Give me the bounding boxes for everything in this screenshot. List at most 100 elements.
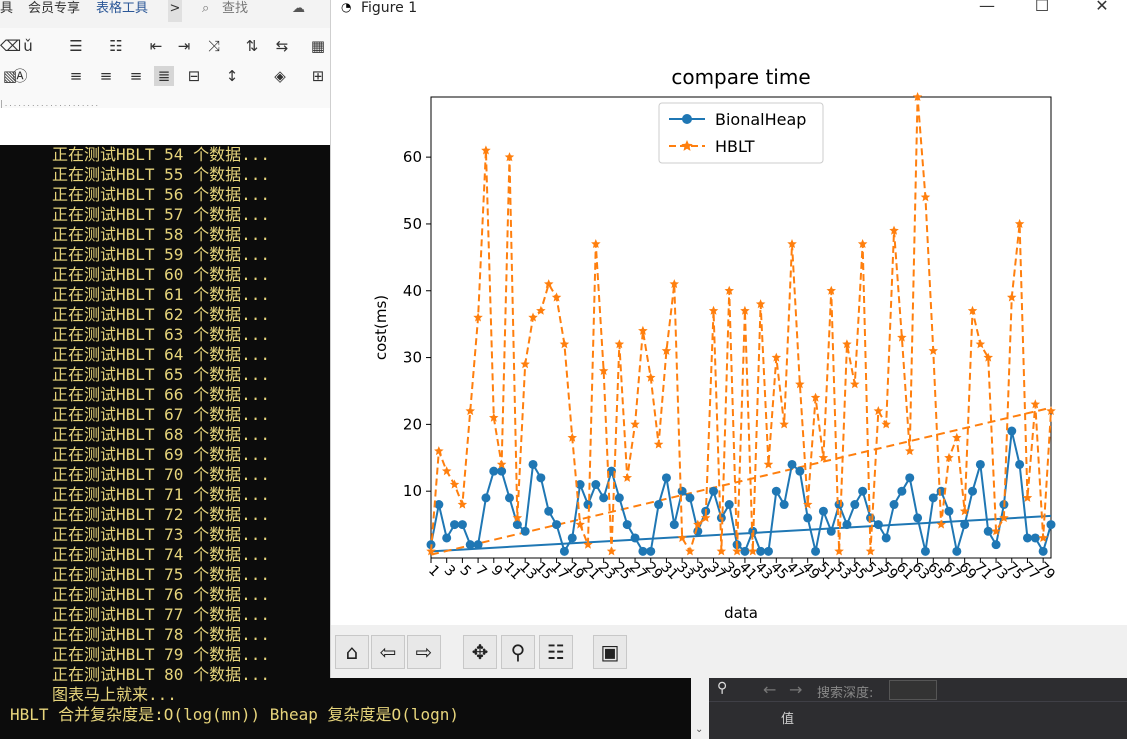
menu-tools[interactable]: 具 [0,1,14,16]
console-line: 正在测试HBLT 77 个数据... [52,605,270,624]
data-point-BionalHeap [913,513,923,523]
data-point-HBLT [748,546,758,556]
data-point-HBLT [661,345,672,355]
console-line: 正在测试HBLT 58 个数据... [52,225,270,244]
data-point-BionalHeap [512,520,522,530]
distribute-icon[interactable]: ⊟ [187,67,201,85]
data-point-HBLT [669,279,679,289]
data-point-HBLT [755,299,766,309]
justify-icon[interactable]: ≣ [154,66,174,86]
numbered-list-icon[interactable]: ☷ [109,37,123,55]
data-point-HBLT [983,352,993,362]
data-point-BionalHeap [944,506,954,516]
data-point-BionalHeap [842,520,852,530]
data-point-HBLT [779,419,789,429]
legend-marker-HBLT [681,140,693,151]
line-spacing-icon[interactable]: ↕ [225,67,239,85]
align-left-icon[interactable]: ≡ [69,67,83,85]
console-summary: HBLT 合并复杂度是:O(log(mn)) Bheap 复杂度是O(logn) [10,705,459,724]
text-direction-icon[interactable]: ⤨ [207,37,220,55]
data-point-HBLT [771,352,782,362]
fill-color-icon[interactable]: ◈ [274,67,286,85]
data-point-BionalHeap [528,459,538,469]
cloud-icon[interactable]: ☁ [292,1,305,16]
outdent-icon[interactable]: ⇤ [149,37,163,55]
back-icon[interactable]: ← [763,680,777,699]
back-icon[interactable]: ⇦ [371,635,405,669]
data-point-HBLT [975,339,986,349]
data-point-BionalHeap [457,520,467,530]
data-point-BionalHeap [716,513,726,523]
phonetic-icon[interactable]: ǔ [23,37,33,55]
search-depth-select[interactable] [889,680,937,700]
align-center-icon[interactable]: ≡ [99,67,113,85]
zoom-icon[interactable]: ⚲ [501,635,535,669]
table-icon[interactable]: ▦ [310,37,326,55]
char-border-icon[interactable]: Ⓐ [12,67,28,85]
data-point-HBLT [489,412,499,422]
y-tick-label: 30 [403,349,422,367]
x-tick-label: 1 [425,562,443,580]
data-point-HBLT [826,285,836,295]
menu-vip[interactable]: 会员专享 [28,1,81,16]
data-point-HBLT [944,452,954,462]
close-icon[interactable]: ✕ [1095,0,1109,15]
y-axis-label: cost(ms) [372,295,390,360]
data-point-BionalHeap [826,526,836,536]
console-line: 正在测试HBLT 72 个数据... [52,505,270,524]
data-point-HBLT [928,345,938,355]
data-point-HBLT [606,546,617,556]
console-line: 正在测试HBLT 73 个数据... [52,525,270,544]
search-icon[interactable]: ⌕ [202,1,210,16]
data-point-HBLT [512,512,523,522]
data-point-BionalHeap [567,533,577,543]
console-line: 正在测试HBLT 80 个数据... [52,665,270,684]
data-point-BionalHeap [661,473,671,483]
word-toolbar: ⌫ ǔ ☰ ☷ ⇤ ⇥ ⤨ ⇅ ⇆ ▦ ▧ Ⓐ ≡ ≡ ≡ ≣ ⊟ ↕ ◈ ⊞ [0,28,330,108]
sort-icon[interactable]: ⇅ [245,37,259,55]
figure-window: ◔ Figure 1 — ☐ ✕ compare time data cost(ms… [330,0,1127,678]
align-right-icon[interactable]: ≡ [129,67,143,85]
scroll-down-icon[interactable]: ⌄ [695,724,704,735]
configure-icon[interactable]: ☷ [539,635,573,669]
data-point-HBLT [551,292,562,302]
data-point-HBLT [693,519,703,529]
data-point-BionalHeap [552,520,562,530]
bullet-list-icon[interactable]: ☰ [69,37,83,55]
data-point-HBLT [842,339,852,349]
pan-icon[interactable]: ✥ [463,635,497,669]
search-icon[interactable]: ⚲ [717,680,728,696]
home-icon[interactable]: ⌂ [335,635,369,669]
data-point-BionalHeap [654,500,664,510]
borders-icon[interactable]: ⊞ [311,67,325,85]
data-point-BionalHeap [465,540,475,550]
console-scrollbar[interactable]: ⌄ [691,678,709,739]
forward-icon[interactable]: ⇨ [407,635,441,669]
data-point-HBLT [857,239,868,248]
data-point-HBLT [865,546,876,556]
x-tick-label: 5 [456,562,474,580]
char-shading-icon[interactable]: ▧ [2,67,18,85]
menu-search[interactable]: 查找 [222,1,249,16]
data-point-HBLT [426,546,436,556]
indent-icon[interactable]: ⇥ [177,37,191,55]
save-icon[interactable]: ▣ [593,635,627,669]
forward-icon[interactable]: → [789,680,803,699]
console-line: 正在测试HBLT 60 个数据... [52,265,270,284]
y-tick-label: 60 [403,148,422,166]
data-point-HBLT [1014,218,1025,228]
data-point-BionalHeap [803,513,813,523]
minimize-icon[interactable]: — [979,0,995,15]
menu-table-tools[interactable]: 表格工具 [96,1,149,16]
data-point-HBLT [1038,533,1048,542]
search-depth-label: 搜索深度: [817,686,874,701]
eraser-icon[interactable]: ⌫ [0,37,22,55]
data-point-HBLT [496,459,507,469]
data-point-BionalHeap [1007,426,1017,436]
paragraph-icon[interactable]: ⇆ [275,37,289,55]
data-point-HBLT [716,546,727,556]
menu-more[interactable]: > [168,0,182,22]
maximize-icon[interactable]: ☐ [1034,0,1050,15]
legend-marker-BionalHeap [682,114,692,124]
data-point-BionalHeap [779,500,789,510]
